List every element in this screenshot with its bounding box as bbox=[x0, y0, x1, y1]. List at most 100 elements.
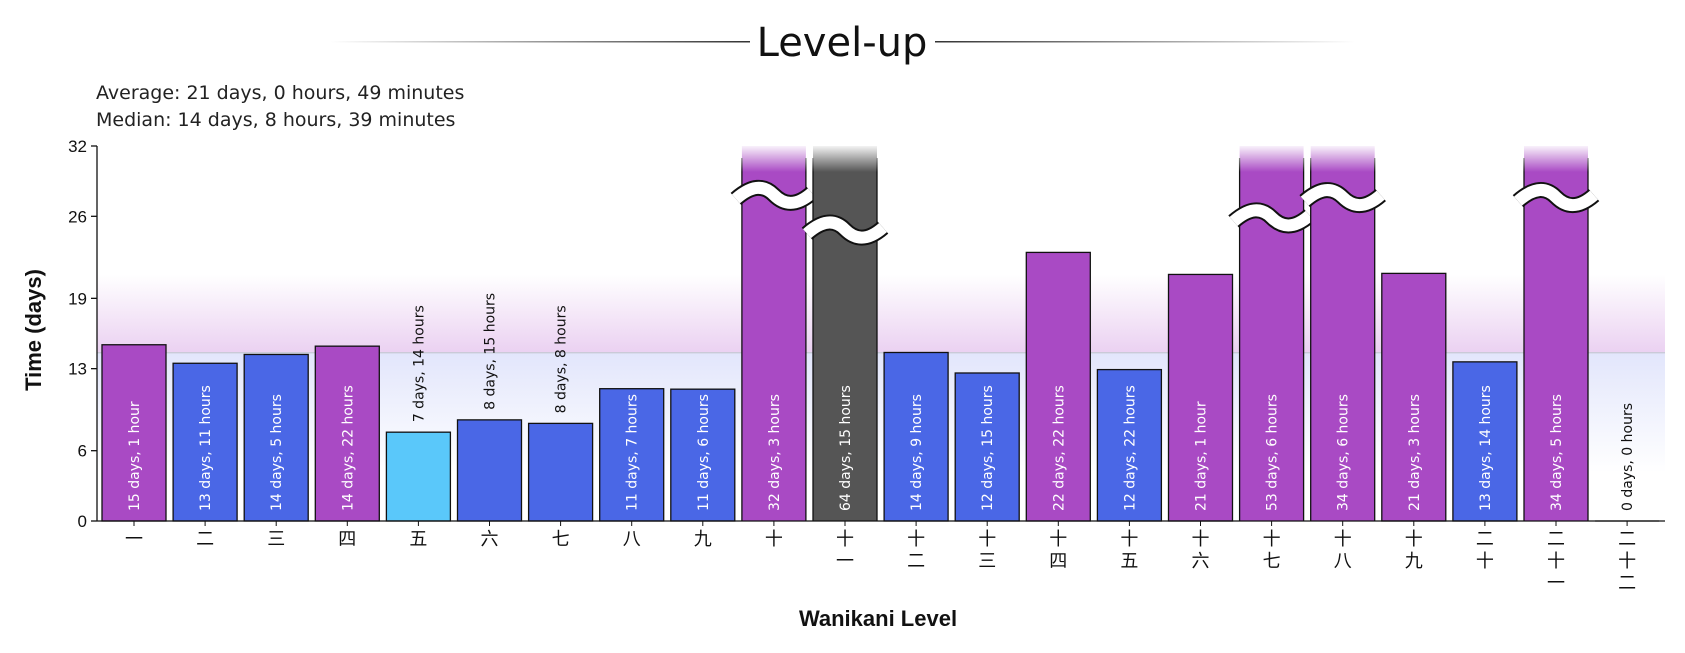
bar-group: 11 days, 6 hours bbox=[670, 388, 736, 522]
bar-data-label: 0 days, 0 hours bbox=[1620, 403, 1636, 511]
bar-group: 53 days, 6 hours bbox=[1228, 144, 1315, 521]
bar-data-label: 34 days, 5 hours bbox=[1549, 394, 1565, 511]
x-tick-label: 十八 bbox=[1334, 529, 1352, 572]
bar-data-label: 21 days, 1 hour bbox=[1194, 401, 1210, 511]
bar-data-label: 34 days, 6 hours bbox=[1336, 394, 1352, 511]
axis-break bbox=[803, 216, 887, 244]
bar-data-label: 13 days, 11 hours bbox=[198, 385, 214, 511]
bar-data-label: 8 days, 8 hours bbox=[554, 305, 570, 413]
x-tick-label: 二 bbox=[196, 529, 214, 550]
bar-group: 34 days, 5 hours bbox=[1512, 144, 1600, 521]
bar-data-label: 14 days, 5 hours bbox=[269, 394, 285, 511]
bar-group: 15 days, 1 hour bbox=[101, 344, 167, 522]
bar bbox=[456, 419, 523, 522]
x-tick-label: 三 bbox=[267, 529, 285, 550]
bar bbox=[172, 362, 238, 522]
bar-overflow-fade bbox=[1309, 144, 1376, 172]
bar bbox=[670, 388, 736, 522]
bar-data-label: 12 days, 22 hours bbox=[1122, 385, 1138, 511]
y-tick-label: 13 bbox=[68, 360, 87, 379]
x-tick-label: 十二 bbox=[907, 529, 925, 572]
x-tick-label: 九 bbox=[694, 529, 712, 550]
x-tick-label: 十五 bbox=[1120, 529, 1138, 572]
median-text: Median: 14 days, 8 hours, 39 minutes bbox=[96, 109, 456, 131]
bar-data-label: 32 days, 3 hours bbox=[767, 394, 783, 511]
bar-data-label: 53 days, 6 hours bbox=[1265, 394, 1281, 511]
bar-data-label: 8 days, 15 hours bbox=[483, 293, 499, 410]
x-tick-label: 七 bbox=[552, 529, 570, 550]
bar bbox=[1025, 251, 1091, 522]
x-tick-label: 八 bbox=[623, 529, 641, 550]
x-tick-label: 二十一 bbox=[1547, 529, 1565, 594]
x-tick-label: 四 bbox=[338, 529, 356, 550]
x-tick-label: 五 bbox=[409, 529, 427, 550]
bar-group: 12 days, 22 hours bbox=[1096, 368, 1163, 522]
bar bbox=[883, 351, 949, 522]
bars: 15 days, 1 hour 13 days, 11 hours 14 days,… bbox=[101, 144, 1660, 522]
bar-data-label: 14 days, 9 hours bbox=[909, 394, 925, 511]
bar bbox=[954, 372, 1020, 522]
x-tick-label: 十七 bbox=[1263, 529, 1281, 572]
bar bbox=[314, 345, 380, 522]
average-text: Average: 21 days, 0 hours, 49 minutes bbox=[96, 82, 465, 104]
bar bbox=[813, 146, 877, 521]
bar-group: 22 days, 22 hours bbox=[1025, 251, 1091, 522]
bar-group: 14 days, 9 hours bbox=[883, 351, 949, 522]
bar-group: 64 days, 15 hours bbox=[801, 144, 889, 521]
y-axis-title: Time (days) bbox=[21, 269, 46, 391]
bar-data-label: 21 days, 3 hours bbox=[1407, 394, 1423, 511]
y-tick-label: 6 bbox=[78, 442, 87, 461]
bar-group: 12 days, 15 hours bbox=[954, 372, 1020, 522]
x-tick-label: 六 bbox=[481, 529, 499, 550]
bar-group: 13 days, 11 hours bbox=[172, 362, 238, 522]
title-rule-right bbox=[935, 41, 1355, 43]
chart-title-group: Level-up bbox=[330, 20, 1355, 66]
bar-data-label: 7 days, 14 hours bbox=[411, 305, 427, 422]
x-axis-title: Wanikani Level bbox=[799, 606, 957, 631]
bar-group: 21 days, 3 hours bbox=[1381, 272, 1447, 522]
bar bbox=[599, 388, 665, 522]
bar-group: 11 days, 7 hours bbox=[599, 388, 665, 522]
bar bbox=[1096, 368, 1163, 522]
bar bbox=[1167, 273, 1234, 522]
bar-group: 14 days, 5 hours bbox=[243, 353, 309, 522]
bar-data-label: 12 days, 15 hours bbox=[980, 385, 996, 511]
y-tick-label: 32 bbox=[68, 137, 87, 156]
y-tick-label: 26 bbox=[68, 207, 87, 226]
x-tick-label: 二十二 bbox=[1618, 529, 1636, 594]
bar-group: 14 days, 22 hours bbox=[314, 345, 380, 522]
title-rule-left bbox=[330, 41, 750, 43]
bar bbox=[385, 431, 452, 522]
bar-data-label: 22 days, 22 hours bbox=[1051, 385, 1067, 511]
bar-data-label: 11 days, 7 hours bbox=[625, 394, 641, 511]
x-tick-label: 十四 bbox=[1049, 529, 1067, 572]
bar bbox=[101, 344, 167, 522]
bar-overflow-fade bbox=[812, 144, 878, 172]
bar-overflow-fade bbox=[1523, 144, 1589, 172]
bar-group: 8 days, 8 hours bbox=[527, 305, 594, 522]
chart-title: Level-up bbox=[757, 20, 928, 66]
bar-overflow-fade bbox=[1238, 144, 1305, 172]
x-tick-label: 十一 bbox=[836, 529, 854, 572]
axis-break bbox=[1514, 184, 1598, 212]
bar-group: 32 days, 3 hours bbox=[730, 144, 818, 521]
bar-data-label: 11 days, 6 hours bbox=[696, 394, 712, 511]
x-tick-label: 一 bbox=[125, 529, 143, 550]
x-tick-label: 十九 bbox=[1405, 529, 1423, 572]
axis-break bbox=[1300, 184, 1385, 212]
bar-data-label: 15 days, 1 hour bbox=[127, 401, 143, 511]
bar-group: 21 days, 1 hour bbox=[1167, 273, 1234, 522]
bar-data-label: 64 days, 15 hours bbox=[838, 385, 854, 511]
bar-overflow-fade bbox=[740, 144, 807, 172]
y-tick-label: 19 bbox=[68, 289, 87, 308]
x-tick-label: 十三 bbox=[978, 529, 996, 572]
bar-data-label: 14 days, 22 hours bbox=[340, 385, 356, 511]
bar bbox=[527, 422, 594, 522]
bar bbox=[1452, 361, 1518, 522]
bar-group: 13 days, 14 hours bbox=[1452, 361, 1518, 522]
bar bbox=[1381, 272, 1447, 522]
axis-break bbox=[731, 181, 816, 209]
x-tick-label: 二十 bbox=[1476, 529, 1494, 572]
axis-break bbox=[1229, 204, 1314, 232]
